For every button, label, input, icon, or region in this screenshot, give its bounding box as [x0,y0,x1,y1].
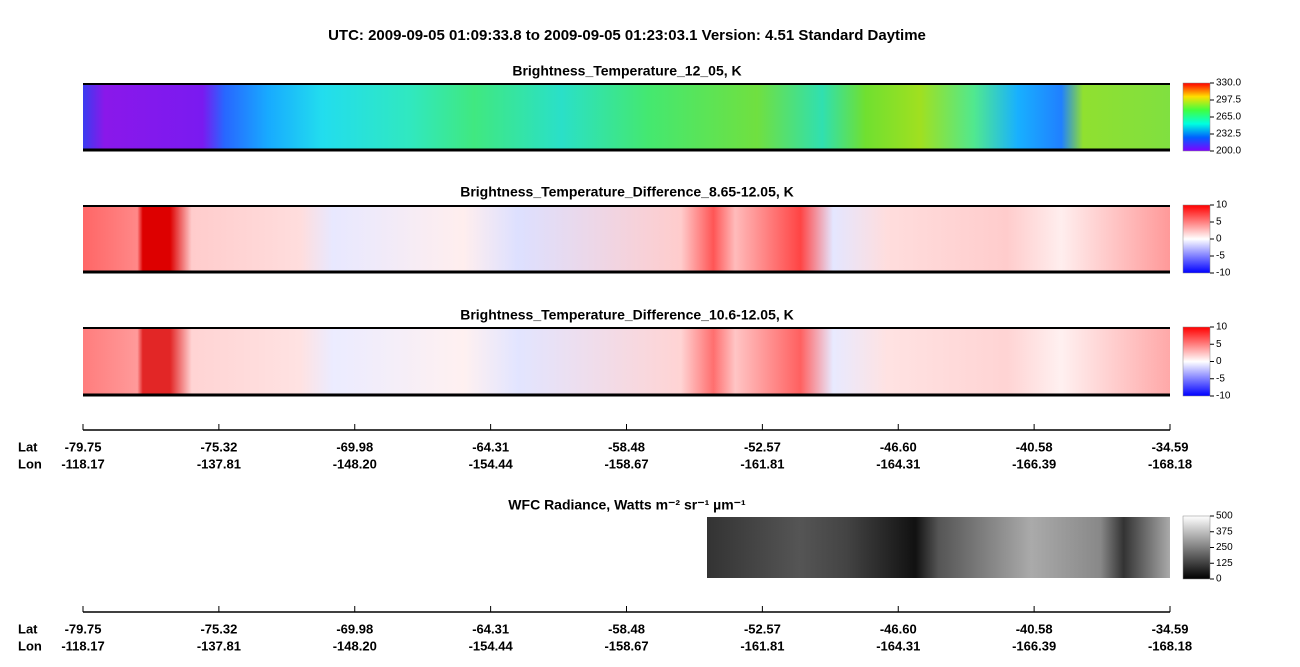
axis-row-name: Lat [18,621,38,636]
colorbar-tick-label: 330.0 [1216,78,1241,89]
image-strip [707,517,1170,578]
axis-label: -40.58 [1016,621,1053,636]
colorbar-tick-label: -5 [1216,373,1225,384]
colorbar-tick-label: 125 [1216,558,1233,569]
axis-label: -137.81 [197,638,241,653]
axis-label: -166.39 [1012,456,1056,471]
colorbar-tick-label: 0 [1216,234,1222,245]
image-strip [83,328,1170,395]
axis-label: -34.59 [1152,439,1189,454]
axis-row-name: Lon [18,456,42,471]
colorbar-tick-label: 232.5 [1216,129,1241,140]
axis-label: -69.98 [336,621,373,636]
colorbar-tick-label: 5 [1216,217,1222,228]
axis-label: -34.59 [1152,621,1189,636]
colorbar [1182,204,1211,274]
axis-label: -148.20 [333,638,377,653]
colorbar-tick-label: -5 [1216,251,1225,262]
panel-title: Brightness_Temperature_12_05, K [512,63,741,79]
colorbar [1182,515,1211,580]
axis-label: -168.18 [1148,456,1192,471]
axis-label: -46.60 [880,621,917,636]
axis-row-name: Lon [18,638,42,653]
colorbar-tick-label: 297.5 [1216,95,1241,106]
colorbar-tick-label: 375 [1216,526,1233,537]
colorbar-tick-label: -10 [1216,268,1231,279]
axis-label: -75.32 [200,621,237,636]
colorbar-tick-label: 10 [1216,322,1228,333]
colorbar [1182,326,1211,397]
panel-title: Brightness_Temperature_Difference_10.6-1… [460,307,794,323]
panel-title: WFC Radiance, Watts m⁻² sr⁻¹ µm⁻¹ [508,497,746,513]
image-strip [83,84,1170,150]
colorbar-tick-label: 5 [1216,339,1222,350]
axis-label: -52.57 [744,439,781,454]
axis-label: -118.17 [61,638,104,653]
axis-label: -64.31 [472,621,509,636]
axis-label: -118.17 [61,456,104,471]
axis-label: -158.67 [604,456,648,471]
axis-label: -164.31 [876,638,920,653]
colorbar [1182,82,1211,152]
axis-label: -46.60 [880,439,917,454]
axis-label: -154.44 [469,638,514,653]
colorbar-tick-label: 200.0 [1216,146,1241,157]
axis-label: -40.58 [1016,439,1053,454]
axis-label: -75.32 [200,439,237,454]
axis-label: -79.75 [65,621,102,636]
axis-label: -168.18 [1148,638,1192,653]
page-title: UTC: 2009-09-05 01:09:33.8 to 2009-09-05… [328,27,926,44]
axis-label: -58.48 [608,621,645,636]
axis-label: -148.20 [333,456,377,471]
axis-label: -79.75 [65,439,102,454]
axis-label: -64.31 [472,439,509,454]
colorbar-tick-label: 500 [1216,511,1233,522]
colorbar-tick-label: 250 [1216,542,1233,553]
axis-label: -137.81 [197,456,241,471]
axis-label: -58.48 [608,439,645,454]
colorbar-tick-label: 0 [1216,356,1222,367]
image-strip [83,206,1170,272]
axis-label: -52.57 [744,621,781,636]
colorbar-tick-label: 10 [1216,200,1228,211]
axis-label: -154.44 [469,456,514,471]
panel-title: Brightness_Temperature_Difference_8.65-1… [460,184,794,200]
axis-label: -166.39 [1012,638,1056,653]
axis-label: -161.81 [740,456,784,471]
colorbar-tick-label: 265.0 [1216,112,1241,123]
colorbar-tick-label: 0 [1216,574,1222,585]
axis-label: -69.98 [336,439,373,454]
colorbar-tick-label: -10 [1216,391,1231,402]
axis-label: -161.81 [740,638,784,653]
axis-label: -164.31 [876,456,920,471]
axis-label: -158.67 [604,638,648,653]
axis-row-name: Lat [18,439,38,454]
